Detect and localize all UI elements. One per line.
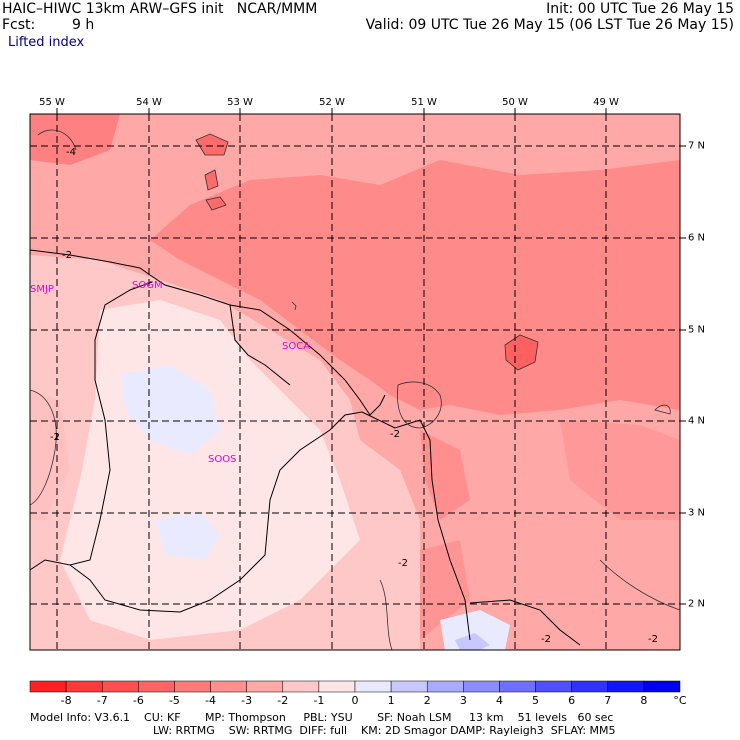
forecast-hour-label: Fcst: [2, 17, 36, 33]
tick-marks [56, 108, 686, 605]
station-label-smjp: SMJP [30, 284, 54, 295]
colorbar-swatch [607, 680, 645, 693]
lon-label: 53 W [227, 97, 253, 108]
colorbar-swatch [29, 680, 67, 693]
map-frame [29, 113, 681, 651]
contour-label: -2 [390, 429, 400, 440]
colorbar-tick-label: 4 [495, 694, 503, 707]
colorbar-tick-label: -8 [60, 694, 72, 707]
lat-label: 4 N [688, 415, 706, 427]
colorbar-swatch [643, 680, 681, 693]
station-label-soos: SOOS [208, 454, 236, 465]
lon-label: 55 W [39, 97, 65, 108]
lon-label: 54 W [136, 97, 162, 108]
colorbar-swatch [390, 680, 428, 693]
colorbar-swatch [499, 680, 536, 693]
colorbar-swatch [138, 680, 175, 693]
lon-label: 49 W [593, 97, 619, 108]
coastlines [30, 249, 581, 646]
colorbar-tick-label: 1 [387, 694, 395, 707]
colorbar-tick-label: -5 [168, 694, 180, 707]
lat-label: 3 N [688, 507, 706, 519]
colorbar-swatch [174, 680, 211, 693]
colorbar-swatch [426, 680, 464, 693]
colorbar-swatch [65, 680, 103, 693]
valid-time: Valid: 09 UTC Tue 26 May 15 (06 LST Tue … [365, 17, 734, 33]
run-title: HAIC–HIWC 13km ARW–GFS init NCAR/MMM [2, 1, 318, 17]
colorbar-swatch [318, 680, 356, 693]
colorbar-swatch [463, 680, 500, 693]
colorbar-swatch [246, 680, 284, 693]
station-label-soca: SOCA [282, 341, 310, 352]
init-time: Init: 00 UTC Tue 26 May 15 [546, 1, 734, 17]
colorbar-tick-label: 5 [532, 694, 540, 707]
lon-label: 52 W [319, 97, 345, 108]
colorbar-tick-label: 2 [423, 694, 431, 707]
lat-label: 2 N [688, 598, 706, 610]
colorbar-tick-label: 7 [604, 694, 612, 707]
graticule [30, 114, 680, 650]
shaded-field [30, 114, 680, 650]
colorbar-swatch [282, 680, 320, 693]
contour-label: -2 [50, 432, 60, 443]
colorbar-tick-label: 0 [351, 694, 359, 707]
lat-label: 7 N [688, 140, 706, 152]
colorbar-unit: °C [673, 694, 687, 707]
colorbar-tick-label: -3 [241, 694, 253, 707]
colorbar-swatch [535, 680, 572, 693]
contour-label: -2 [648, 634, 658, 645]
model-info-line-2: LW: RRTMG SW: RRTMG DIFF: full KM: 2D Sm… [153, 724, 616, 737]
colorbar-tick-label: -7 [96, 694, 108, 707]
colorbar-tick-label: 6 [568, 694, 576, 707]
forecast-hour-value: 9 h [72, 17, 95, 33]
field-name: Lifted index [8, 35, 85, 50]
lat-label: 6 N [688, 232, 706, 244]
model-info-line-1: Model Info: V3.6.1 CU: KF MP: Thompson P… [30, 711, 614, 724]
contour-label: -2 [62, 250, 72, 261]
colorbar-tick-label: -2 [277, 694, 289, 707]
colorbar-swatch [571, 680, 609, 693]
lon-label: 51 W [411, 97, 437, 108]
contour-label: -2 [541, 634, 551, 645]
colorbar-tick-label: -4 [205, 694, 217, 707]
colorbar-tick-label: 8 [640, 694, 648, 707]
colorbar-tick-label: -1 [313, 694, 325, 707]
station-label-sogm: SOGM [132, 280, 163, 291]
lat-label: 5 N [688, 324, 706, 336]
colorbar-tick-label: 3 [459, 694, 467, 707]
colorbar-tick-label: -6 [132, 694, 144, 707]
colorbar-swatch [354, 680, 392, 693]
lon-label: 50 W [502, 97, 528, 108]
colorbar-swatch [101, 680, 139, 693]
contour-label: -2 [398, 558, 408, 569]
colorbar-swatch [210, 680, 247, 693]
contour-label: -4 [66, 147, 76, 158]
